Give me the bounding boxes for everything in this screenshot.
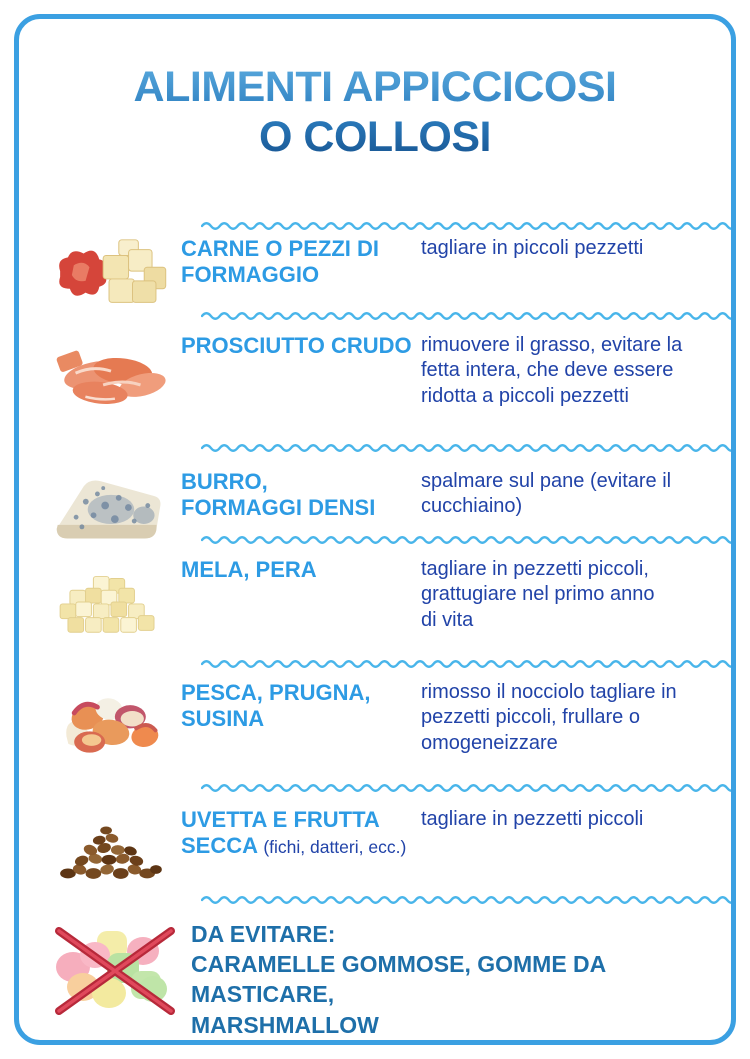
food-instruction: spalmare sul pane (evitare il cucchiaino… <box>421 469 672 518</box>
food-row-uvetta: UVETTA E FRUTTA SECCA (fichi, datteri, e… <box>19 793 731 893</box>
food-label: UVETTA E FRUTTA SECCA (fichi, datteri, e… <box>181 806 407 859</box>
avoid-items-line: CARAMELLE GOMMOSE, GOMME DA MASTICARE, <box>191 951 606 1008</box>
food-label: PROSCIUTTO CRUDO <box>181 332 412 358</box>
food-instruction: tagliare in pezzetti piccoli <box>421 807 644 830</box>
wavy-divider <box>201 535 731 544</box>
food-label: CARNE O PEZZI DI FORMAGGIO <box>181 235 380 288</box>
avoid-text: DA EVITARE: CARAMELLE GOMMOSE, GOMME DA … <box>191 919 731 1040</box>
food-row-pesca-prugna: PESCA, PRUGNA, SUSINA rimosso il nocciol… <box>19 669 731 781</box>
avoid-items-line2: MARSHMALLOW <box>191 1011 379 1038</box>
wavy-divider <box>201 311 731 320</box>
food-row-mela-pera: MELA, PERA tagliare in pezzetti piccoli,… <box>19 545 731 657</box>
wavy-divider <box>201 221 731 230</box>
avoid-heading: DA EVITARE: <box>191 920 336 947</box>
food-label: MELA, PERA <box>181 556 317 582</box>
food-instruction: tagliare in piccoli pezzetti <box>421 236 644 259</box>
food-row-prosciutto: PROSCIUTTO CRUDO rimuovere il grasso, ev… <box>19 321 731 441</box>
page-title-line1: ALIMENTI APPICCICOSI <box>133 63 617 111</box>
page-title: ALIMENTI APPICCICOSI O COLLOSI <box>19 63 731 163</box>
food-label: BURRO, FORMAGGI DENSI <box>181 468 376 521</box>
peach-plum-pieces-image <box>66 698 159 753</box>
wavy-divider <box>201 895 731 904</box>
wavy-divider <box>201 783 731 792</box>
wavy-divider <box>201 659 731 668</box>
crossed-out-marshmallows-image <box>55 926 175 1015</box>
food-instruction: tagliare in pezzetti piccoli, grattugiar… <box>421 557 655 631</box>
raisins-dried-fruit-image <box>60 826 162 879</box>
page-title-line2: O COLLOSI <box>259 112 491 161</box>
food-row-carne-formaggio: CARNE O PEZZI DI FORMAGGIO tagliare in p… <box>19 231 731 309</box>
blue-cheese-wedge-image <box>56 480 161 539</box>
food-instruction: rimosso il nocciolo tagliare in pezzetti… <box>421 680 677 754</box>
poster-border-frame: ALIMENTI APPICCICOSI O COLLOSI <box>14 14 736 1045</box>
avoid-row: DA EVITARE: CARAMELLE GOMMOSE, GOMME DA … <box>19 905 731 1040</box>
food-row-burro-formaggi: BURRO, FORMAGGI DENSI spalmare sul pane … <box>19 453 731 539</box>
meat-and-cheese-cubes-image <box>59 239 167 303</box>
apple-pear-cubes-image <box>59 575 155 633</box>
food-instruction: rimuovere il grasso, evitare la fetta in… <box>421 333 683 407</box>
prosciutto-crudo-image <box>56 350 166 404</box>
red-cross-icon <box>55 926 175 1015</box>
wavy-divider <box>201 443 731 452</box>
food-label: PESCA, PRUGNA, SUSINA <box>181 679 371 732</box>
food-label-note: (fichi, datteri, ecc.) <box>263 837 407 858</box>
